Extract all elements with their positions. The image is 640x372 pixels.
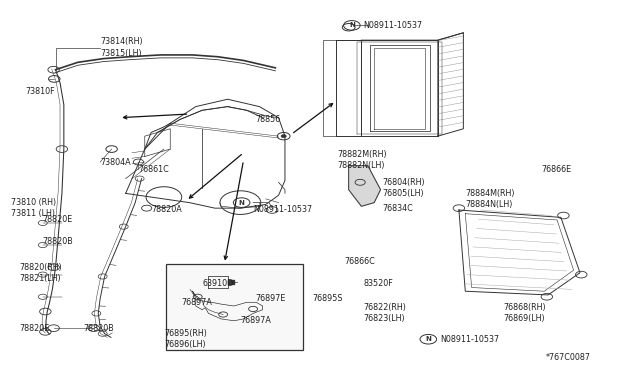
Text: 73804A: 73804A xyxy=(100,157,131,167)
Polygon shape xyxy=(228,280,234,284)
Polygon shape xyxy=(349,166,381,206)
Text: 76866C: 76866C xyxy=(344,257,375,266)
Text: 78820E: 78820E xyxy=(19,324,49,333)
Text: 76861C: 76861C xyxy=(138,165,169,174)
Text: 73810F: 73810F xyxy=(26,87,55,96)
Text: N08911-10537: N08911-10537 xyxy=(440,335,499,344)
Bar xyxy=(166,263,303,350)
Text: 76895S: 76895S xyxy=(312,294,343,303)
Text: N08911-10537: N08911-10537 xyxy=(364,21,422,30)
Text: 63910D: 63910D xyxy=(202,279,234,288)
Text: N: N xyxy=(426,336,431,342)
Text: N08911-10537: N08911-10537 xyxy=(253,205,312,215)
Text: *767C0087: *767C0087 xyxy=(546,353,591,362)
Text: 76804(RH)
76805(LH): 76804(RH) 76805(LH) xyxy=(383,178,425,198)
Text: 76868(RH)
76869(LH): 76868(RH) 76869(LH) xyxy=(504,303,546,323)
Text: N: N xyxy=(349,22,355,28)
Text: 78820A: 78820A xyxy=(151,205,182,215)
Text: 78820B: 78820B xyxy=(83,324,114,333)
Text: 76895(RH)
76896(LH): 76895(RH) 76896(LH) xyxy=(164,329,207,349)
Text: 76897A: 76897A xyxy=(181,298,212,307)
Text: 76897E: 76897E xyxy=(255,294,285,303)
Text: 78820(RH)
78821(LH): 78820(RH) 78821(LH) xyxy=(19,263,62,283)
Text: 73810 (RH)
73811 (LH): 73810 (RH) 73811 (LH) xyxy=(11,198,56,218)
Text: 76822(RH)
76823(LH): 76822(RH) 76823(LH) xyxy=(364,303,406,323)
Text: 78856: 78856 xyxy=(255,115,280,124)
Text: N: N xyxy=(239,200,244,206)
Text: 76897A: 76897A xyxy=(241,316,271,325)
Text: 78884M(RH)
78884N(LH): 78884M(RH) 78884N(LH) xyxy=(465,189,515,209)
Text: 73814(RH)
73815(LH): 73814(RH) 73815(LH) xyxy=(100,38,143,58)
Text: 76866E: 76866E xyxy=(541,165,572,174)
Circle shape xyxy=(281,135,286,138)
Text: 76834C: 76834C xyxy=(383,203,413,213)
Text: 83520F: 83520F xyxy=(364,279,393,288)
Text: 78820B: 78820B xyxy=(43,237,74,246)
Text: 78820E: 78820E xyxy=(43,215,73,224)
Text: 78882M(RH)
78882N(LH): 78882M(RH) 78882N(LH) xyxy=(338,150,387,170)
